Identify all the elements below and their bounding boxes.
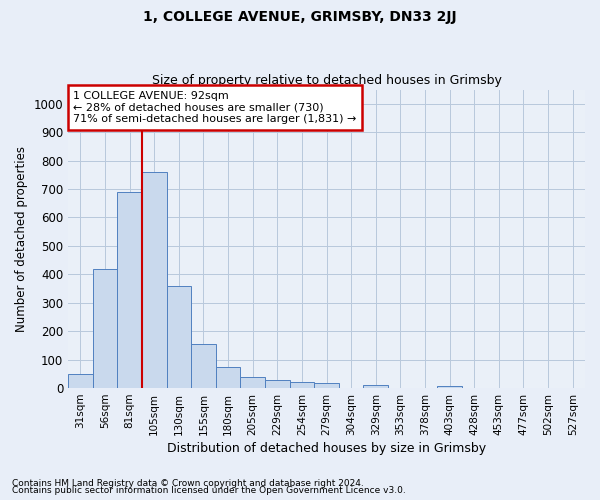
Bar bbox=[68, 374, 92, 388]
X-axis label: Distribution of detached houses by size in Grimsby: Distribution of detached houses by size … bbox=[167, 442, 486, 455]
Bar bbox=[191, 344, 216, 388]
Text: Contains HM Land Registry data © Crown copyright and database right 2024.: Contains HM Land Registry data © Crown c… bbox=[12, 478, 364, 488]
Text: 1 COLLEGE AVENUE: 92sqm
← 28% of detached houses are smaller (730)
71% of semi-d: 1 COLLEGE AVENUE: 92sqm ← 28% of detache… bbox=[73, 91, 356, 124]
Bar bbox=[290, 382, 314, 388]
Title: Size of property relative to detached houses in Grimsby: Size of property relative to detached ho… bbox=[152, 74, 502, 87]
Text: 1, COLLEGE AVENUE, GRIMSBY, DN33 2JJ: 1, COLLEGE AVENUE, GRIMSBY, DN33 2JJ bbox=[143, 10, 457, 24]
Text: Contains public sector information licensed under the Open Government Licence v3: Contains public sector information licen… bbox=[12, 486, 406, 495]
Bar bbox=[314, 383, 339, 388]
Y-axis label: Number of detached properties: Number of detached properties bbox=[15, 146, 28, 332]
Bar bbox=[167, 286, 191, 388]
Bar bbox=[241, 376, 265, 388]
Bar bbox=[364, 385, 388, 388]
Bar bbox=[142, 172, 167, 388]
Bar bbox=[216, 366, 241, 388]
Bar bbox=[117, 192, 142, 388]
Bar bbox=[265, 380, 290, 388]
Bar bbox=[92, 268, 117, 388]
Bar bbox=[437, 386, 462, 388]
